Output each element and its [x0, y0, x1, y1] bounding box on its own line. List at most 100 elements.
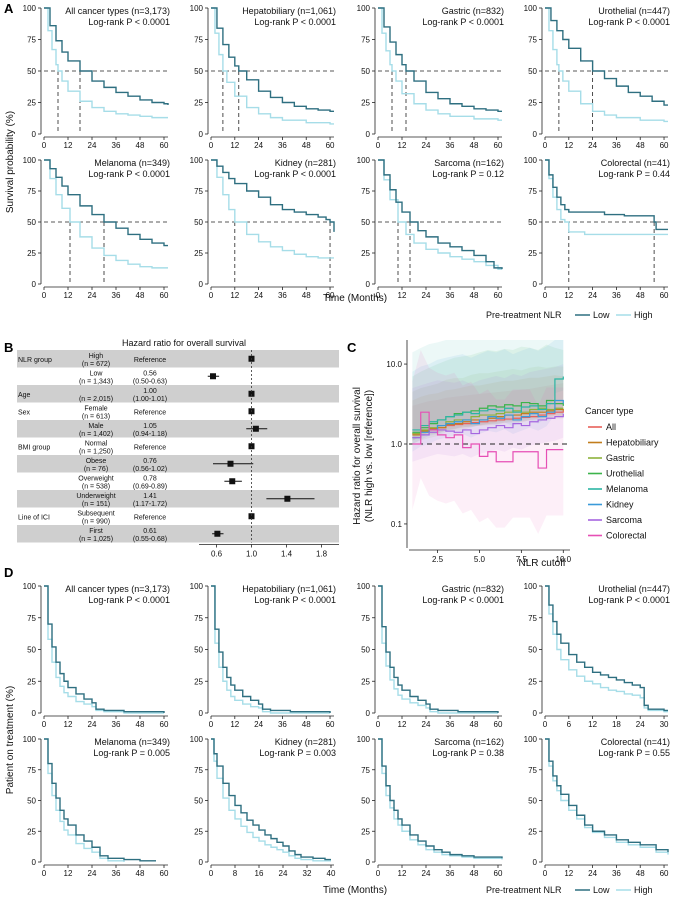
- panel-a-xtick-label: 48: [136, 291, 145, 300]
- panel-b-level-label: Overweight: [78, 475, 113, 482]
- panel-b-ci-label: (0.94-1.18): [133, 431, 167, 438]
- panel-d-xlabel: Time (Months): [323, 885, 387, 896]
- panel-b-hr-point: [227, 460, 234, 467]
- panel-b-level-label: Subsequent: [77, 510, 114, 517]
- panel-a-xtick-label: 60: [326, 141, 335, 150]
- panel-b-group-label: BMI group: [18, 444, 50, 451]
- panel-b-level-label: Obese: [86, 458, 107, 465]
- panel-b-hr-label: 0.78: [143, 475, 157, 482]
- panel-d-curve-low: [44, 738, 156, 862]
- panel-d-subplot-title: Urothelial (n=447): [598, 584, 670, 594]
- panel-d-xtick-label: 0: [42, 720, 47, 729]
- panel-b-ci-label: (0.55-0.68): [133, 536, 167, 543]
- panel-a-xtick-label: 36: [278, 291, 287, 300]
- panel-a-curve-low: [378, 7, 502, 113]
- panel-d-ytick-label: 50: [194, 646, 203, 655]
- panel-b-hr-label: Reference: [134, 357, 166, 364]
- panel-a-ytick-label: 25: [27, 249, 36, 258]
- panel-d-xtick-label: 0: [543, 720, 548, 729]
- panel-letter-d: D: [4, 565, 13, 580]
- panel-b-hr-label: Reference: [134, 444, 166, 451]
- panel-a-xtick-label: 60: [326, 291, 335, 300]
- panel-d-curve-low: [378, 738, 503, 859]
- panel-d-subplot: 0 25 50 75 100 0 8 16 24 32 40 Kidney (n=281)Log-ra…: [190, 735, 336, 878]
- panel-d-ytick-label: 100: [524, 735, 538, 744]
- panel-b-level-label: Normal: [85, 440, 108, 447]
- panel-a-ytick-label: 100: [524, 156, 538, 165]
- panel-a-subplot-pvalue: Log-rank P < 0.0001: [254, 169, 336, 179]
- panel-d-subplot: 0 25 50 75 100 0 12 24 36 48 60 Colorectal (n=41)Lo…: [524, 735, 670, 878]
- panel-d-ytick-label: 100: [357, 582, 371, 591]
- panel-d-xtick-label: 60: [660, 869, 669, 878]
- panel-a-xtick-label: 24: [88, 141, 97, 150]
- panel-a-subplot: 0 25 50 75 100 0 12 24 36 48 60 Sarcoma (n=162)Log-…: [357, 156, 504, 300]
- panel-d-ytick-label: 0: [366, 709, 371, 718]
- panel-a-xtick-label: 12: [398, 141, 407, 150]
- panel-c-legend-label: Hepatobiliary: [606, 438, 659, 448]
- panel-d-xtick-label: 32: [303, 869, 312, 878]
- panel-d-curve-low: [44, 585, 165, 713]
- panel-b-level-label: First: [89, 528, 103, 535]
- panel-d-ytick-label: 75: [528, 614, 537, 623]
- panel-a-ytick-label: 75: [27, 187, 36, 196]
- panel-b-row-band: [17, 490, 339, 508]
- panel-c-legend-label: Kidney: [606, 500, 634, 510]
- panel-d-xtick-label: 0: [42, 869, 47, 878]
- panel-a-xtick-label: 0: [543, 141, 548, 150]
- panel-a-curve-low: [44, 7, 169, 106]
- panel-b-level-label: Female: [84, 405, 107, 412]
- panel-b-group-label: Line of ICI: [18, 514, 50, 521]
- panel-d-ytick-label: 50: [194, 797, 203, 806]
- panel-a-xtick-label: 24: [422, 291, 431, 300]
- panel-d-subplot-pvalue: Log-rank P = 0.003: [259, 748, 336, 758]
- panel-d-xtick-label: 12: [230, 720, 239, 729]
- panel-letter-a: A: [4, 1, 14, 16]
- panel-b-hr-point: [252, 425, 259, 432]
- panel-d-xtick-label: 24: [422, 869, 431, 878]
- panel-d-xtick-label: 36: [612, 869, 621, 878]
- panel-a-ytick-label: 25: [528, 99, 537, 108]
- panel-a-xtick-label: 0: [42, 291, 47, 300]
- panel-a-xtick-label: 24: [422, 141, 431, 150]
- panel-b-hr-label: 1.41: [143, 493, 157, 500]
- panel-b-hr-label: 0.61: [143, 528, 157, 535]
- panel-b-n-label: (n = 76): [84, 466, 108, 473]
- panel-c-ylabel-2: (NLR high vs. low [reference]): [364, 390, 375, 522]
- panel-a-ytick-label: 25: [194, 249, 203, 258]
- panel-a-xtick-label: 24: [88, 291, 97, 300]
- panel-a-ylabel: Survival probability (%): [5, 111, 16, 213]
- panel-a-xtick-label: 0: [543, 291, 548, 300]
- panel-c-ytick-label: 10.0: [386, 360, 402, 369]
- panel-b-hr-point: [229, 478, 236, 485]
- panel-d-ytick-label: 25: [361, 677, 370, 686]
- panel-c-xtick-label: 2.5: [432, 555, 444, 564]
- panel-a-xtick-label: 24: [254, 141, 263, 150]
- panel-b-row-band: [17, 525, 339, 543]
- panel-a-ytick-label: 50: [194, 218, 203, 227]
- panel-d-xtick-label: 40: [327, 869, 336, 878]
- panel-d-ytick-label: 100: [357, 735, 371, 744]
- panel-d-ytick-label: 100: [190, 582, 204, 591]
- panel-c-ytick-label: 1.0: [391, 440, 403, 449]
- panel-a-ytick-label: 0: [366, 130, 371, 139]
- panel-a-curve-low: [211, 159, 335, 232]
- panel-b-row-band: [17, 385, 339, 403]
- panel-c-hr-by-cutoff: 0.1 1.0 10.0 2.5 5.0 7.5 10.0: [386, 340, 572, 564]
- panel-a-curve-high: [378, 159, 502, 270]
- panel-d-subplot: 0 25 50 75 100 0 12 24 36 48 60 All cancer types (n…: [23, 582, 170, 729]
- panel-a-xtick-label: 0: [209, 141, 214, 150]
- panel-b-ci-label: (0.50-0.63): [133, 378, 167, 385]
- panel-d-xtick-label: 16: [255, 869, 264, 878]
- panel-d-ytick-label: 75: [27, 766, 36, 775]
- panel-d-subplot-title: Colorectal (n=41): [601, 737, 670, 747]
- panel-a-ytick-label: 50: [194, 67, 203, 76]
- panel-d-subplot-title: Gastric (n=832): [442, 584, 504, 594]
- panel-d-ytick-label: 100: [524, 582, 538, 591]
- panel-a-xtick-label: 48: [302, 141, 311, 150]
- panel-b-hr-point: [248, 513, 255, 520]
- panel-a-ytick-label: 0: [366, 280, 371, 289]
- panel-a-ytick-label: 75: [194, 36, 203, 45]
- panel-d-curve-high: [545, 738, 669, 855]
- panel-d-ytick-label: 25: [528, 827, 537, 836]
